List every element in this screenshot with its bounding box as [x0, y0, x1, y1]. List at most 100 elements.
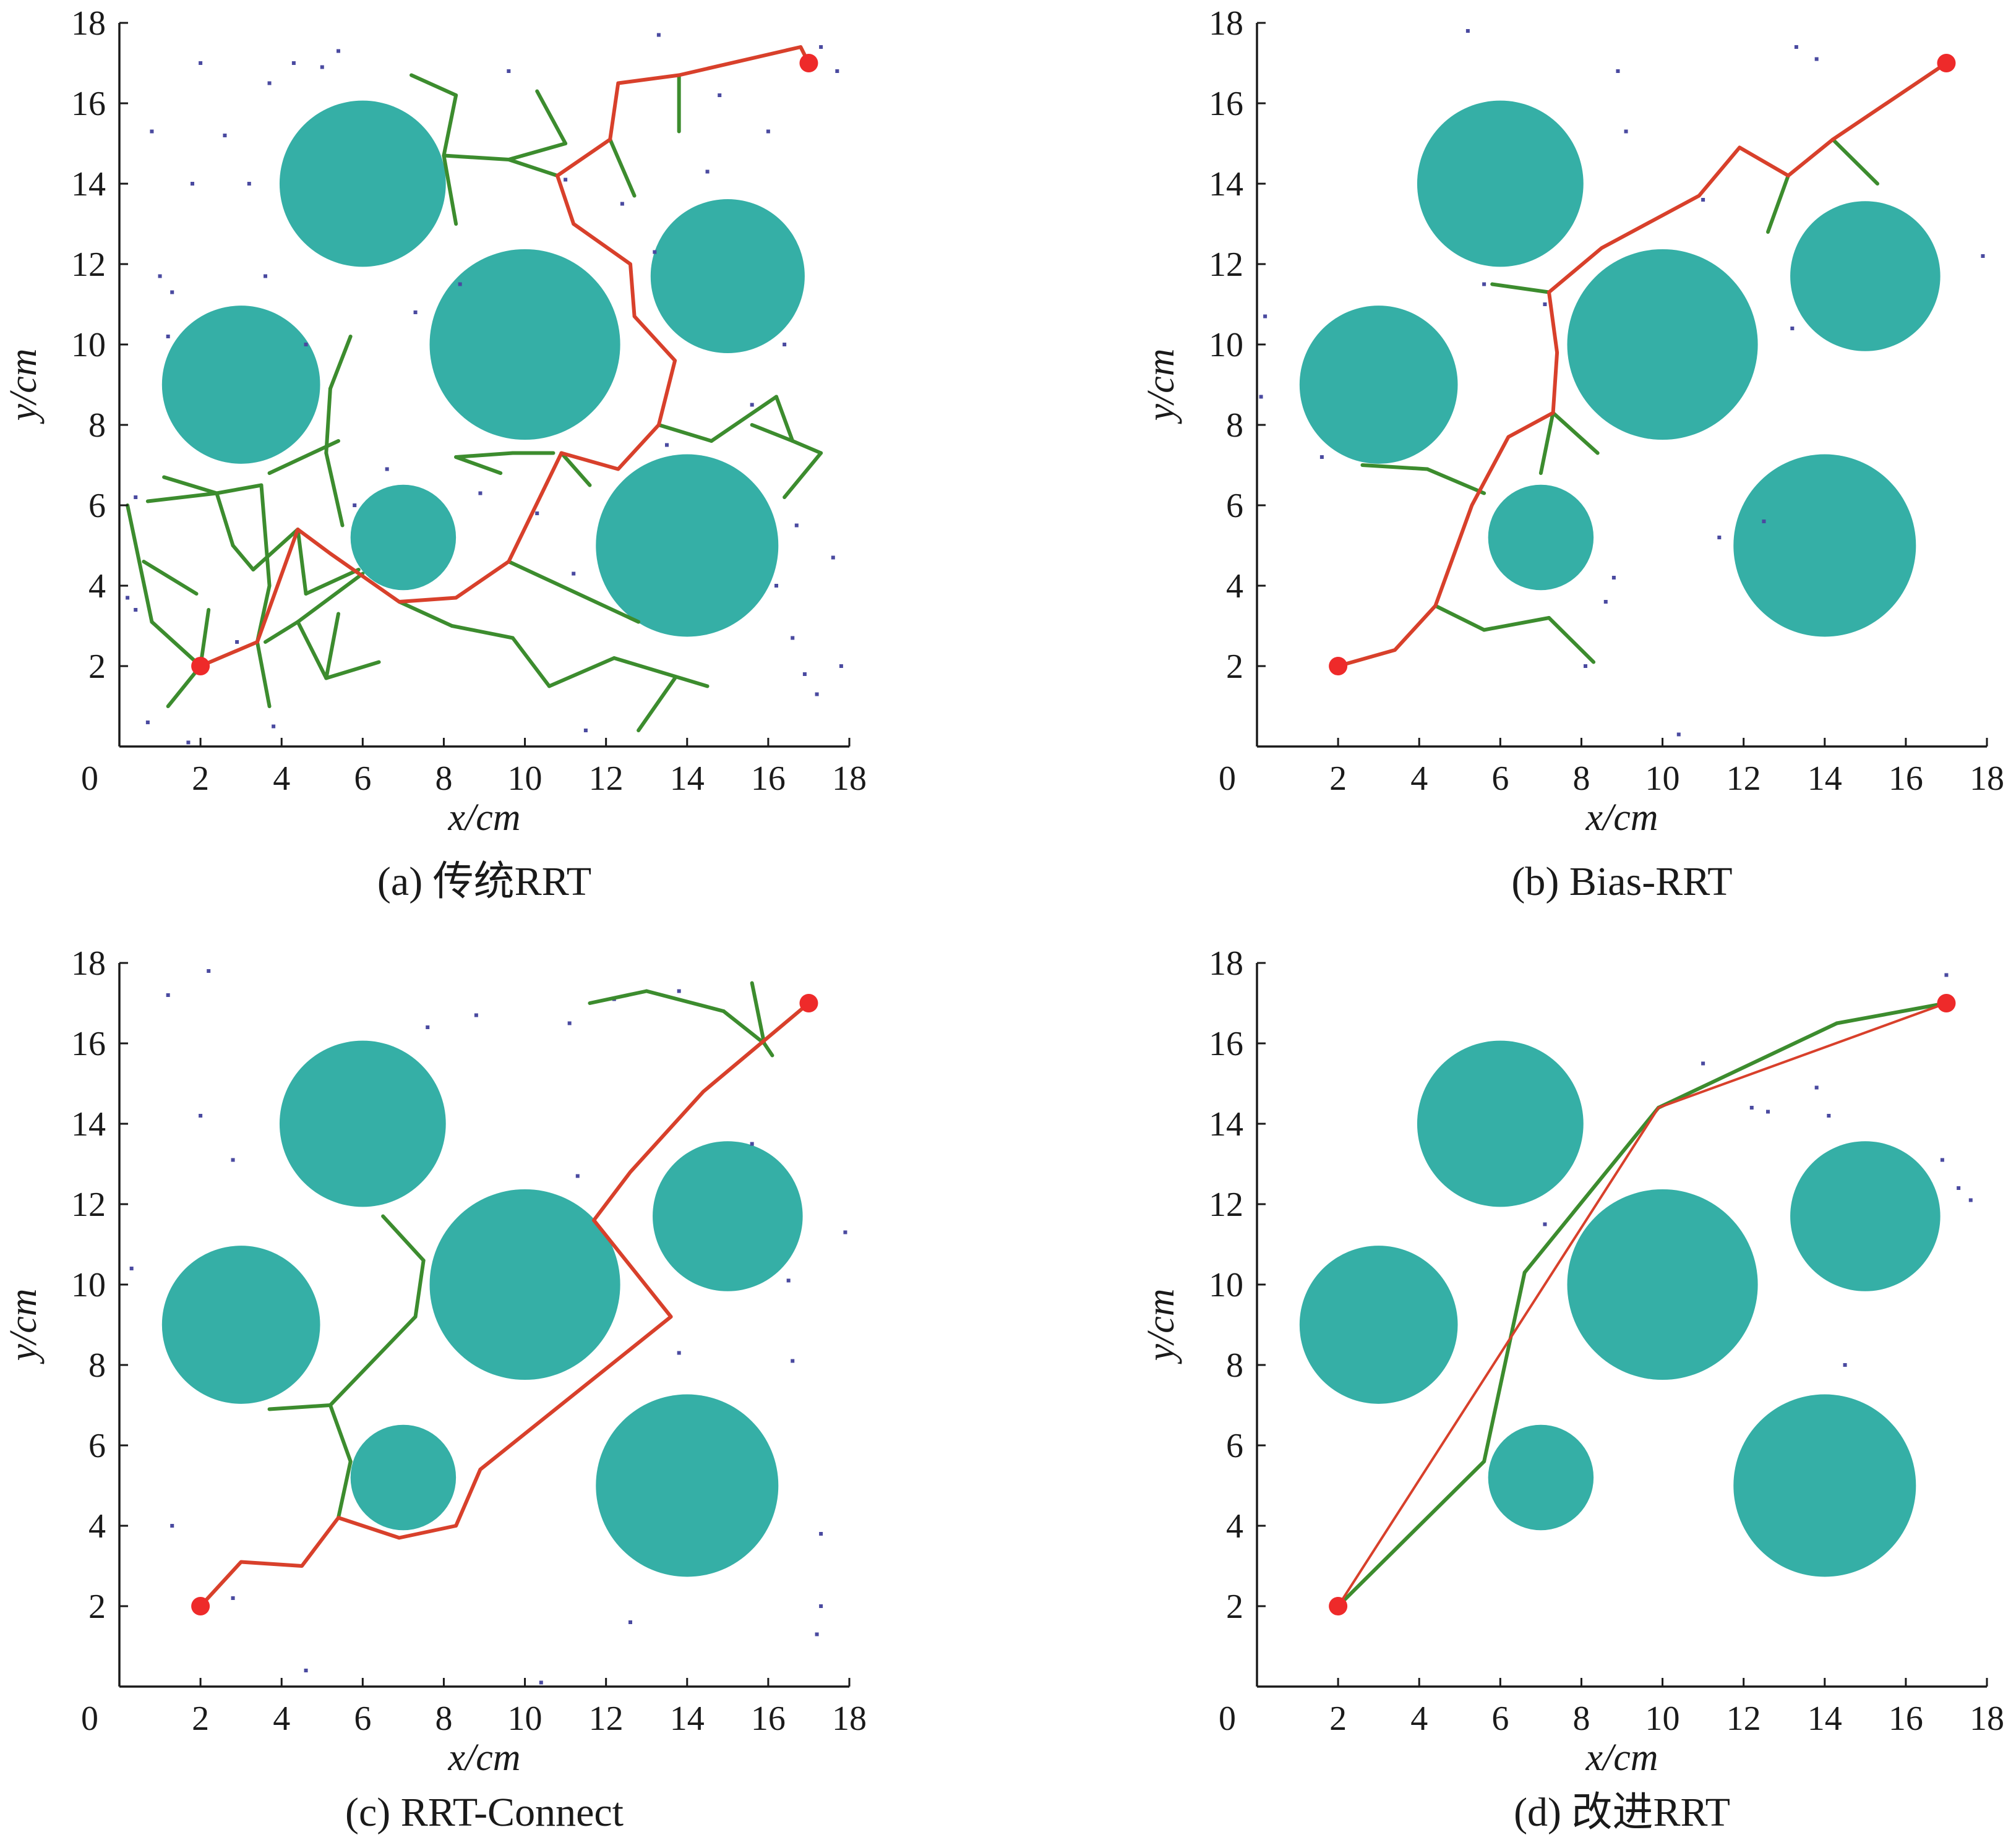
tree-edge: [507, 142, 568, 161]
goal-point: [1937, 54, 1956, 72]
obstacle-circle: [596, 1394, 779, 1577]
x-tick-label: 16: [1889, 1700, 1923, 1738]
tree-edge: [162, 475, 219, 495]
sample-point: [1624, 129, 1628, 134]
sample-point: [656, 33, 661, 37]
sample-point: [677, 989, 681, 993]
tree-edge: [328, 1403, 353, 1463]
planned-path: [1337, 1002, 1947, 1607]
tree-edge: [1336, 1460, 1486, 1608]
sample-point: [705, 169, 710, 174]
x-tick-label: 0: [1219, 759, 1236, 798]
tree-edge: [791, 439, 823, 455]
tree-edge: [337, 1460, 353, 1520]
x-tick-label: 6: [1491, 759, 1509, 798]
tree-edge: [750, 423, 795, 443]
y-tick-label: 2: [1226, 648, 1243, 686]
obstacle-circle: [1417, 1040, 1584, 1207]
sample-point: [1701, 1061, 1705, 1066]
sample-point: [1611, 576, 1616, 580]
sample-point: [835, 69, 839, 73]
sample-point: [150, 129, 154, 134]
y-tick-label: 2: [1226, 1588, 1243, 1626]
tree-edge: [1360, 463, 1430, 471]
tree-edge: [324, 387, 332, 455]
obstacle-circle: [1299, 306, 1458, 464]
tree-edge: [328, 1315, 418, 1407]
sample-point: [247, 182, 251, 186]
sample-point: [129, 1267, 134, 1270]
sample-point: [231, 1596, 235, 1600]
obstacle-circle: [429, 1189, 620, 1380]
x-tick-label: 12: [589, 1700, 624, 1738]
tree-edge: [296, 620, 328, 680]
sample-point: [1790, 327, 1795, 330]
y-tick-label: 16: [1209, 1025, 1243, 1063]
y-tick-label: 16: [71, 85, 106, 123]
tree-edge: [588, 989, 649, 1005]
sample-point: [320, 65, 324, 69]
tree-edge: [251, 528, 300, 571]
sample-point: [1616, 69, 1620, 73]
y-tick-label: 12: [71, 1186, 106, 1224]
x-tick-label: 18: [1970, 1700, 2004, 1738]
tree-edge: [710, 395, 778, 443]
tree-edge: [454, 451, 515, 459]
sample-point: [628, 1620, 632, 1624]
tree-edge: [645, 989, 726, 1013]
x-tick-label: 18: [1970, 759, 2004, 798]
tree-edge: [1425, 467, 1486, 495]
sample-point: [653, 250, 657, 254]
goal-point: [1937, 994, 1956, 1012]
tree-edge: [199, 608, 211, 668]
tree-edge: [637, 676, 677, 732]
x-tick-label: 12: [1726, 1700, 1761, 1738]
goal-point: [799, 994, 818, 1012]
tree-edge: [410, 73, 458, 97]
y-tick-label: 4: [88, 567, 106, 605]
tree-edge: [547, 656, 616, 688]
tree-edge: [1657, 1021, 1839, 1110]
tree-edge: [783, 451, 823, 499]
sample-point: [1603, 600, 1608, 604]
obstacle-circle: [650, 199, 805, 354]
tree-edge: [264, 620, 300, 644]
panel-d: 0 2 4 6 8 10 12 14 16 18 2 4 6 8 10 12 14 16 18 x/cm y/cm (d)…: [1140, 944, 2004, 1835]
sample-point: [1584, 664, 1587, 668]
sample-point: [677, 1351, 681, 1355]
sample-point: [267, 81, 272, 85]
obstacle-circle: [1790, 201, 1941, 351]
y-axis-label: y/cm: [2, 348, 45, 424]
tree-edge: [612, 656, 710, 688]
y-tick-label: 2: [88, 1588, 106, 1626]
y-tick-label: 12: [1209, 246, 1243, 284]
sample-point: [1944, 973, 1949, 977]
sample-point: [815, 1632, 819, 1636]
y-tick-label: 18: [71, 4, 106, 43]
y-tick-label: 6: [1226, 487, 1243, 525]
x-tick-label: 2: [1329, 1700, 1347, 1738]
x-axis-label: x/cm: [1585, 797, 1658, 839]
sample-point: [1259, 395, 1263, 399]
sample-point: [235, 640, 239, 644]
sample-point: [264, 274, 267, 278]
sample-point: [304, 1669, 308, 1672]
obstacle-circle: [1488, 1424, 1594, 1531]
y-tick-label: 8: [88, 406, 106, 445]
sample-point: [783, 343, 787, 346]
y-tick-label: 8: [1226, 1346, 1243, 1385]
y-tick-label: 8: [1226, 406, 1243, 445]
sample-point: [843, 1230, 847, 1234]
y-tick-label: 16: [71, 1025, 106, 1063]
obstacle-circle: [1299, 1246, 1458, 1404]
tree-edge: [1482, 1270, 1527, 1463]
tree-edge: [535, 89, 568, 145]
sample-point: [572, 571, 576, 576]
sample-point: [191, 182, 194, 186]
y-tick-label: 6: [1226, 1427, 1243, 1465]
sample-point: [231, 1158, 235, 1162]
panel-b: 0 2 4 6 8 10 12 14 16 18 2 4 6 8 10 12 14 16 18 x/cm y/cm (b)…: [1140, 4, 2004, 904]
sample-point: [791, 1359, 795, 1363]
sample-point: [1814, 57, 1819, 61]
sample-point: [539, 1680, 543, 1685]
